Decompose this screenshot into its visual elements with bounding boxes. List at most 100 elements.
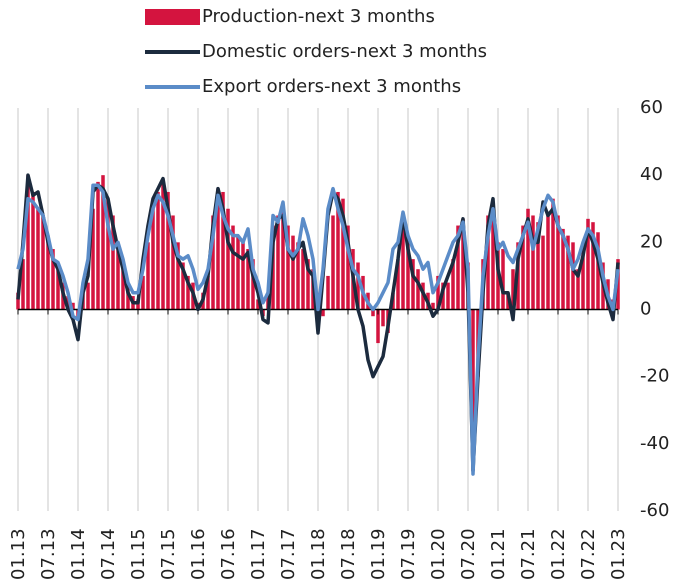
y-tick-label: -40 [640,433,669,454]
bar [206,275,210,310]
bar [591,222,595,310]
bar [341,198,345,310]
bar [306,259,310,310]
x-tick-label: 07.14 [98,528,119,580]
bar [21,259,25,310]
bar [336,191,340,310]
x-tick-label: 01.17 [248,528,269,580]
bar [231,225,235,310]
bar [431,302,435,310]
x-tick-label: 01.18 [308,528,329,580]
y-tick-label: 60 [640,97,663,118]
bar [301,249,305,310]
bar [471,309,475,471]
bar [141,275,145,310]
x-tick-label: 07.19 [398,528,419,580]
bar [91,208,95,310]
bar [396,259,400,310]
x-tick-label: 07.17 [278,528,299,580]
bar [576,269,580,310]
bar [326,275,330,310]
bar [561,228,565,310]
x-tick-label: 07.18 [338,528,359,580]
y-tick-label: 40 [640,164,663,185]
line-series [16,183,620,476]
legend-swatch [145,9,200,25]
bar [571,242,575,310]
x-tick-label: 01.23 [608,528,629,580]
bar [171,215,175,310]
bar [26,175,30,310]
x-tick-label: 07.15 [158,528,179,580]
bar [541,235,545,310]
x-tick-label: 07.22 [578,528,599,580]
bar [456,225,460,310]
bar [236,235,240,310]
bar [101,175,105,310]
bar [256,299,260,310]
bar [486,215,490,310]
bar [156,191,160,310]
x-tick-label: 07.20 [458,528,479,580]
x-tick-label: 07.21 [518,528,539,580]
bar [66,296,70,310]
bar [531,215,535,310]
bar [221,191,225,310]
bar [461,218,465,310]
bar [116,242,120,310]
bar [36,208,40,310]
bar [276,215,280,310]
bar [546,215,550,310]
bar [511,269,515,310]
x-tick-label: 01.19 [368,528,389,580]
bar [291,235,295,310]
bar [216,188,220,310]
legend-label: Production-next 3 months [202,6,435,27]
bar [371,309,375,317]
bar [401,225,405,310]
bar [226,208,230,310]
bar [331,215,335,310]
bar [211,215,215,310]
bar [356,262,360,310]
bar [286,225,290,310]
bar [51,249,55,310]
bar [246,249,250,310]
y-tick-label: -20 [640,366,669,387]
x-tick-label: 01.16 [188,528,209,580]
bar [381,309,385,327]
bar [566,235,570,310]
bar [551,198,555,310]
bar [166,191,170,310]
y-tick-label: 0 [640,299,651,320]
x-tick-label: 01.14 [68,528,89,580]
bar [411,259,415,310]
bar [536,222,540,310]
bar [31,191,35,310]
bar [241,242,245,310]
bar [41,215,45,310]
bar [376,309,380,344]
bar [186,275,190,310]
x-tick-label: 01.21 [488,528,509,580]
bar [16,292,20,310]
bar [111,215,115,310]
bar [436,275,440,310]
line-series [16,173,620,473]
x-tick-label: 01.15 [128,528,149,580]
bar [446,282,450,310]
bar [86,282,90,310]
x-tick-label: 01.22 [548,528,569,580]
bar [491,208,495,310]
bar [346,225,350,310]
bar [586,218,590,310]
bar [406,242,410,310]
x-tick-label: 07.13 [38,528,59,580]
bar [321,309,325,317]
y-tick-label: -60 [640,500,669,521]
x-tick-label: 01.13 [8,528,29,580]
legend-label: Export orders-next 3 months [202,76,461,97]
bar [501,249,505,310]
bar [161,181,165,310]
